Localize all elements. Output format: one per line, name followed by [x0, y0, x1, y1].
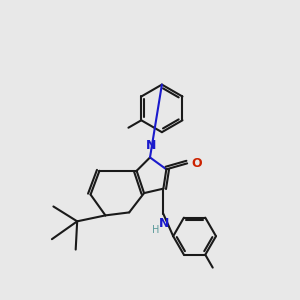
Text: H: H: [152, 225, 160, 235]
Text: O: O: [192, 157, 202, 170]
Text: N: N: [159, 218, 169, 230]
Text: N: N: [146, 139, 157, 152]
